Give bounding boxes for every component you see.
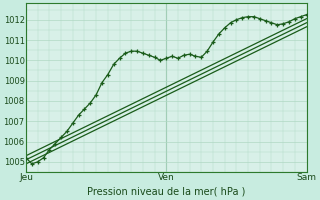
X-axis label: Pression niveau de la mer( hPa ): Pression niveau de la mer( hPa ): [87, 187, 245, 197]
